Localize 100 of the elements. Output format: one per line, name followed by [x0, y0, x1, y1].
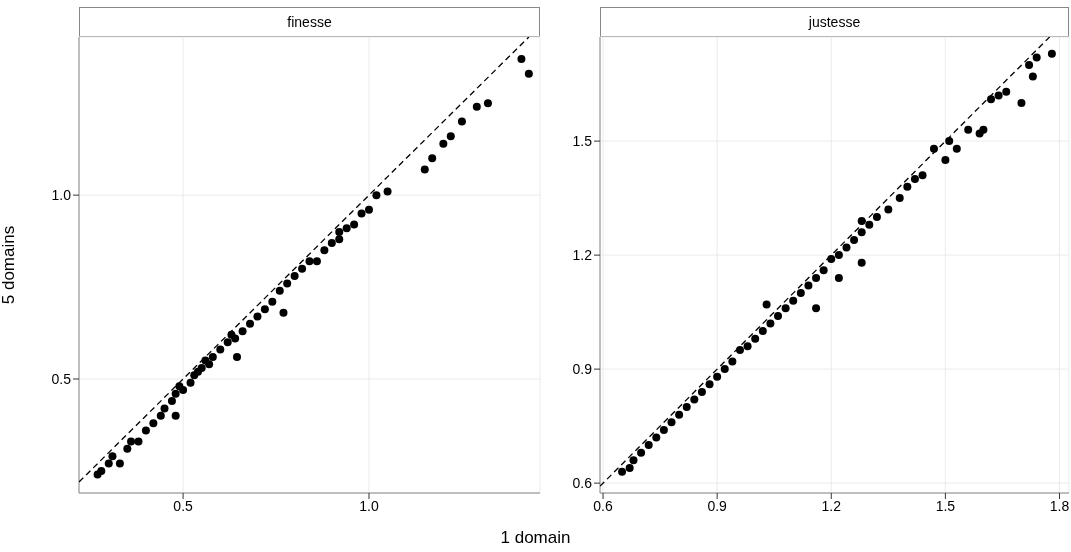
point	[804, 281, 813, 290]
point	[827, 254, 836, 263]
point	[857, 216, 866, 225]
point	[115, 459, 124, 468]
point	[305, 257, 314, 266]
x-tick-label: 1.5	[935, 497, 956, 514]
point	[728, 357, 737, 366]
point	[895, 194, 904, 203]
point	[1047, 49, 1056, 58]
point	[160, 404, 169, 413]
point	[667, 418, 676, 427]
point	[857, 258, 866, 267]
point	[1025, 61, 1034, 70]
point	[123, 444, 132, 453]
point	[952, 144, 961, 153]
point	[342, 224, 351, 233]
x-tick-label: 0.5	[173, 497, 194, 514]
point	[156, 411, 165, 420]
point	[197, 363, 206, 372]
point	[283, 279, 292, 288]
point	[675, 410, 684, 419]
point	[171, 389, 180, 398]
point	[618, 467, 627, 476]
point	[884, 205, 893, 214]
point	[472, 102, 481, 111]
point	[428, 154, 437, 163]
y-tick-label: 0.6	[572, 475, 593, 492]
point	[720, 365, 729, 374]
point	[149, 419, 158, 428]
point	[327, 238, 336, 247]
point	[420, 165, 429, 174]
point	[268, 297, 277, 306]
point	[320, 246, 329, 255]
point	[231, 334, 240, 343]
point	[758, 327, 767, 336]
point	[713, 372, 722, 381]
point	[812, 304, 821, 313]
point	[918, 171, 927, 180]
point	[335, 235, 344, 244]
point	[457, 117, 466, 126]
point	[735, 346, 744, 355]
point	[290, 272, 299, 281]
point	[789, 296, 798, 305]
point	[812, 273, 821, 282]
point	[857, 228, 866, 237]
point	[941, 156, 950, 165]
point	[298, 264, 307, 273]
point	[238, 327, 247, 336]
point	[246, 319, 255, 328]
point	[127, 437, 136, 446]
point	[834, 251, 843, 260]
point	[167, 397, 176, 406]
point	[682, 403, 691, 412]
y-tick-label: 0.9	[572, 361, 593, 378]
point	[233, 352, 241, 361]
chart-title: justesse	[600, 7, 1069, 37]
point	[1017, 99, 1026, 108]
point	[357, 209, 366, 218]
point	[903, 182, 912, 191]
point	[279, 308, 288, 317]
point	[439, 139, 448, 148]
point	[929, 144, 938, 153]
point	[108, 452, 117, 461]
point	[652, 433, 661, 442]
point	[637, 448, 646, 457]
point	[994, 91, 1003, 100]
point	[104, 459, 113, 468]
point	[1002, 87, 1011, 96]
point	[253, 312, 262, 321]
point	[383, 187, 392, 196]
point	[483, 99, 492, 108]
point	[141, 426, 150, 435]
x-tick-label: 1.8	[1049, 497, 1070, 514]
point	[979, 125, 988, 134]
point	[446, 132, 455, 141]
point	[659, 425, 668, 434]
point	[705, 380, 714, 389]
x-axis-title: 1 domain	[499, 528, 572, 548]
point	[690, 395, 699, 404]
y-tick-label: 1.5	[572, 133, 593, 150]
point	[275, 286, 284, 295]
chart-title: finesse	[79, 7, 540, 37]
point	[781, 304, 790, 313]
point	[1028, 72, 1037, 81]
point	[517, 55, 526, 64]
y-tick-label: 1.2	[572, 247, 593, 264]
point	[872, 213, 881, 222]
point	[134, 437, 143, 446]
point	[964, 125, 973, 134]
point	[372, 191, 381, 200]
point	[762, 300, 771, 309]
point	[819, 266, 828, 275]
point	[216, 345, 225, 354]
x-tick-label: 1.2	[821, 497, 842, 514]
point	[179, 386, 188, 395]
point	[910, 175, 919, 184]
point	[751, 334, 760, 343]
point	[260, 305, 269, 314]
point	[625, 463, 634, 472]
point	[766, 319, 775, 328]
